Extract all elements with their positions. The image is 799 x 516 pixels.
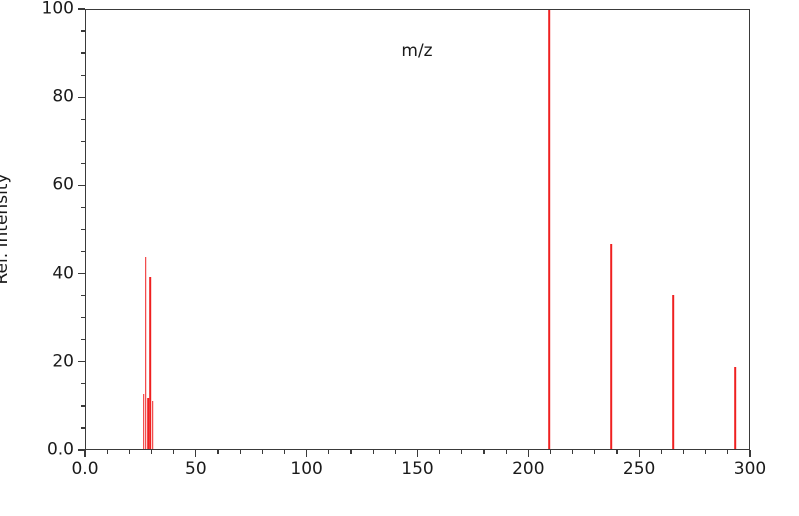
x-tick-minor: [682, 450, 685, 454]
x-tick-minor: [594, 450, 596, 454]
y-tick-minor: [81, 383, 85, 385]
y-tick-major: [78, 449, 85, 451]
y-tick-label: 0.0: [46, 439, 74, 460]
y-tick-minor: [81, 74, 85, 76]
x-tick-minor: [128, 450, 130, 454]
spectrum-peak: [548, 10, 551, 449]
y-tick-label: 80: [52, 86, 74, 107]
x-tick-minor: [217, 450, 219, 454]
x-tick-minor: [505, 450, 507, 454]
x-tick-label: 200: [512, 459, 545, 479]
x-tick-minor: [461, 450, 463, 454]
x-tick-minor: [549, 450, 552, 454]
y-tick-label: 40: [52, 263, 74, 284]
x-tick-label: 100: [290, 459, 323, 479]
x-tick-minor: [483, 450, 485, 454]
spectrum-peak: [734, 367, 737, 449]
spectrum-peak: [149, 277, 152, 449]
y-tick-major: [78, 184, 85, 187]
y-axis: 0.0 20 40 60 80 100: [0, 0, 85, 516]
x-tick-minor: [239, 450, 241, 454]
y-tick-major: [78, 96, 85, 98]
x-tick-minor: [150, 450, 153, 454]
x-tick-minor: [283, 450, 286, 454]
y-tick-minor: [81, 339, 85, 341]
y-tick-label: 20: [52, 351, 74, 372]
x-tick-major: [527, 450, 529, 457]
y-axis-title: Rel. Intensity: [0, 173, 12, 285]
spectrum-peak: [151, 400, 154, 449]
spectrum-peak: [610, 243, 613, 449]
y-tick-minor: [81, 317, 85, 319]
x-tick-minor: [173, 450, 175, 454]
spectrum-peak: [147, 398, 149, 449]
plot-area: [85, 9, 750, 450]
x-tick-minor: [705, 450, 707, 454]
x-tick-major: [306, 450, 308, 457]
x-tick-label: 150: [401, 459, 434, 479]
y-tick-minor: [81, 206, 85, 209]
x-tick-major: [195, 450, 197, 457]
x-tick-minor: [372, 450, 374, 454]
x-tick-minor: [261, 450, 263, 454]
x-tick-major: [749, 450, 751, 457]
y-tick-minor: [81, 228, 85, 231]
peak-canvas: [86, 10, 749, 449]
x-axis-title: m/z: [401, 41, 433, 61]
y-tick-minor: [81, 140, 85, 142]
y-tick-minor: [81, 118, 85, 120]
x-tick-minor: [572, 450, 574, 454]
y-tick-minor: [81, 250, 85, 253]
x-tick-minor: [350, 450, 352, 454]
y-tick-label: 60: [52, 174, 74, 195]
x-tick-minor: [616, 450, 618, 454]
y-tick-label: 100: [41, 0, 74, 19]
x-tick-major: [416, 450, 419, 457]
y-tick-minor: [81, 162, 85, 164]
x-tick-minor: [727, 450, 729, 454]
spectrum-peak: [142, 393, 145, 449]
x-tick-minor: [660, 450, 662, 454]
x-tick-minor: [106, 450, 108, 454]
y-tick-major: [78, 361, 85, 363]
y-tick-major: [78, 8, 85, 10]
x-tick-minor: [439, 450, 441, 454]
x-axis: 0.0 50 100 150 200 250 300: [0, 450, 799, 516]
x-tick-label: 50: [185, 459, 207, 479]
x-tick-label: 250: [622, 459, 656, 479]
x-tick-label: 300: [733, 459, 767, 479]
y-tick-minor: [81, 405, 85, 407]
x-tick-minor: [394, 450, 396, 454]
x-tick-label: 0.0: [71, 459, 99, 479]
y-tick-minor: [81, 427, 85, 429]
y-tick-minor: [81, 295, 85, 297]
x-tick-minor: [328, 450, 330, 454]
spectrum-peak: [145, 257, 147, 449]
y-tick-major: [78, 272, 85, 275]
y-tick-minor: [81, 52, 85, 54]
x-tick-major: [638, 450, 640, 457]
spectrum-peak: [672, 294, 675, 449]
y-tick-minor: [81, 30, 85, 32]
x-tick-major: [84, 450, 86, 457]
